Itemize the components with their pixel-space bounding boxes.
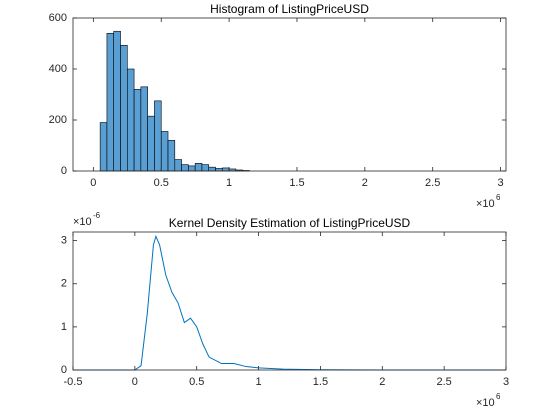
x-tick-label: 1.5 [313, 376, 328, 388]
chart-title: Histogram of ListingPriceUSD [210, 2, 369, 16]
x-multiplier-power: 6 [496, 392, 501, 401]
axes-box [72, 17, 507, 172]
bar [167, 140, 176, 172]
bar [181, 164, 189, 172]
x-tick-label: 2.5 [425, 177, 440, 189]
kde-line [73, 234, 506, 371]
x-tick-label: 1 [226, 177, 232, 189]
bar [188, 165, 196, 172]
x-tick-label: 2.5 [436, 376, 451, 388]
bar [113, 30, 121, 172]
x-tick-label: 0.5 [154, 177, 169, 189]
x-tick-label: 3 [503, 376, 509, 388]
y-tick-label: 1 [61, 321, 67, 333]
x-tick-label: 0.5 [189, 376, 204, 388]
bar [99, 122, 108, 172]
y-tick-label: 600 [49, 12, 67, 24]
bar [126, 68, 135, 172]
x-tick-label: 0 [90, 177, 96, 189]
bar [140, 86, 148, 172]
bar [208, 166, 216, 172]
x-tick-label: -0.5 [64, 376, 83, 388]
bar [160, 131, 169, 172]
bar [147, 115, 155, 172]
x-tick-label: 2 [362, 177, 368, 189]
y-tick-label: 400 [49, 63, 67, 75]
bar [201, 164, 210, 172]
y-tick-label: 3 [61, 235, 67, 247]
x-tick-label: 1.5 [289, 177, 304, 189]
x-multiplier-power: 6 [496, 193, 501, 202]
axes-box [72, 231, 507, 371]
y-tick-label: 2 [61, 278, 67, 290]
x-tick-label: 1 [256, 376, 262, 388]
chart-title: Kernel Density Estimation of ListingPric… [169, 216, 411, 230]
x-tick-label: 3 [498, 177, 504, 189]
bar [133, 89, 142, 172]
y-multiplier: ×10 [73, 216, 92, 228]
bar [154, 100, 162, 172]
x-tick-label: 2 [379, 376, 385, 388]
x-tick-label: 0 [132, 376, 138, 388]
bar [120, 44, 128, 172]
bar [222, 167, 230, 172]
y-multiplier-power: -6 [93, 211, 101, 220]
y-tick-label: 0 [61, 165, 67, 177]
x-multiplier: ×10 [476, 397, 495, 409]
bar [106, 32, 115, 172]
bar [174, 159, 182, 172]
x-multiplier: ×10 [476, 198, 495, 210]
y-tick-label: 200 [49, 114, 67, 126]
y-tick-label: 0 [61, 364, 67, 376]
bar [194, 163, 203, 172]
